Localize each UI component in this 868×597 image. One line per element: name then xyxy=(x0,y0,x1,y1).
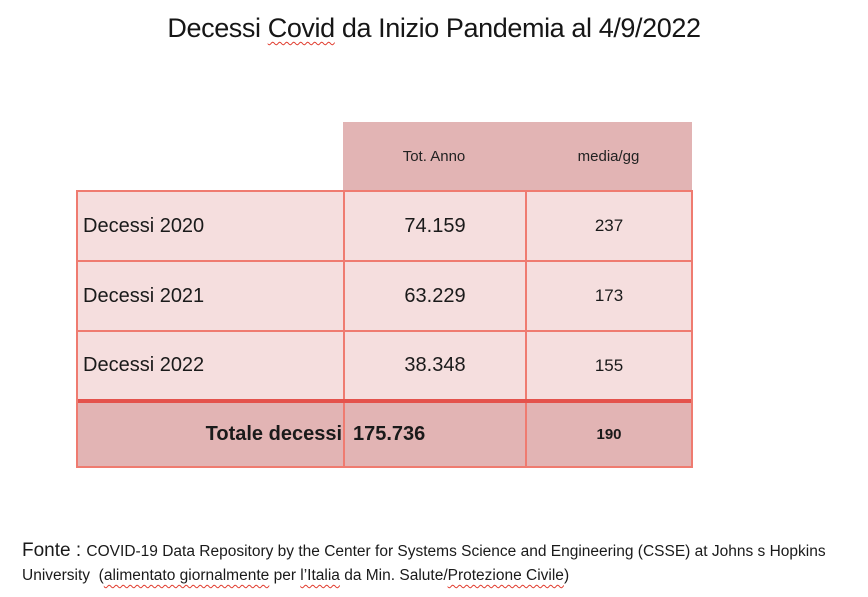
source-misspelled-3: Protezione Civile xyxy=(447,567,564,584)
title-text-suffix: da Inizio Pandemia al 4/9/2022 xyxy=(334,13,701,43)
total-row-label: Totale decessi xyxy=(205,423,342,445)
tot-anno-value: 38.348 xyxy=(343,332,525,399)
title-text-prefix: Decessi xyxy=(167,13,268,43)
media-gg-value: 173 xyxy=(525,262,691,330)
source-note: Fonte : COVID-19 Data Repository by the … xyxy=(22,539,848,588)
media-gg-value: 155 xyxy=(525,332,691,399)
total-media-gg-value: 190 xyxy=(525,403,691,466)
media-gg-value: 237 xyxy=(525,192,691,260)
row-label: Decessi 2020 xyxy=(83,214,205,237)
tot-anno-value: 74.159 xyxy=(343,192,525,260)
source-misspelled-2: l’Italia xyxy=(300,567,340,584)
total-tot-anno-value: 175.736 xyxy=(343,403,525,466)
tot-anno-value: 63.229 xyxy=(343,262,525,330)
row-label: Decessi 2022 xyxy=(83,354,205,376)
source-text-seg2: per xyxy=(269,567,301,584)
table-row-total: Totale decessi 175.736 190 xyxy=(78,399,691,466)
page-title: Decessi Covid da Inizio Pandemia al 4/9/… xyxy=(0,13,868,44)
table-header-row: Tot. Anno media/gg xyxy=(343,122,692,190)
table-row-2021: Decessi 2021 63.229 173 xyxy=(78,260,691,330)
source-text-seg3: da Min. Salute/ xyxy=(339,567,448,584)
row-label: Decessi 2021 xyxy=(83,284,205,307)
table-row-2022: Decessi 2022 38.348 155 xyxy=(78,330,691,399)
source-misspelled-1: alimentato giornalmente xyxy=(103,567,270,584)
column-header-media-gg: media/gg xyxy=(577,147,640,165)
source-text-line1: COVID-19 Data Repository by the Center f… xyxy=(86,543,826,560)
source-label: Fonte : xyxy=(22,540,87,561)
data-table: Decessi 2020 74.159 237 Decessi 2021 63.… xyxy=(76,190,693,468)
table-row-2020: Decessi 2020 74.159 237 xyxy=(78,192,691,260)
title-misspelled-word: Covid xyxy=(267,13,335,43)
column-header-tot-anno: Tot. Anno xyxy=(402,147,466,165)
source-text-line2-start: University ( xyxy=(22,567,104,584)
source-text-seg4: ) xyxy=(563,567,570,584)
